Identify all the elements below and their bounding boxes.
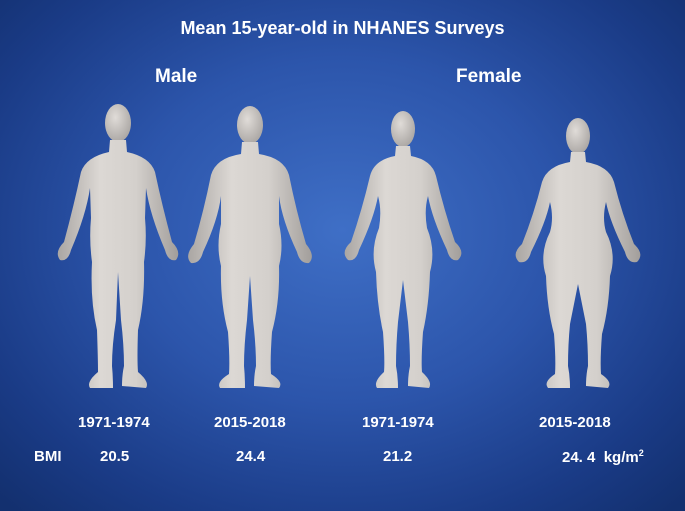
bmi-value: 21.2 (383, 448, 413, 465)
bmi-unit: kg/m (603, 449, 639, 466)
male-group-label: Male (155, 66, 198, 87)
male-2015-figure (188, 106, 312, 388)
female-1971-figure (344, 111, 462, 388)
period-label: 2015-2018 (539, 414, 611, 431)
period-label: 1971-1974 (362, 414, 434, 431)
bmi-value: 24. 4 (562, 449, 596, 466)
page-title: Mean 15-year-old in NHANES Surveys (180, 18, 505, 38)
bmi-unit-exponent: 2 (638, 448, 644, 458)
bmi-label: BMI (34, 448, 62, 465)
female-2015-figure (515, 118, 641, 388)
period-label: 1971-1974 (78, 414, 150, 431)
female-group-label: Female (456, 66, 522, 87)
male-1971-figure (57, 104, 179, 388)
period-label: 2015-2018 (214, 414, 286, 431)
bmi-value: 24.4 (236, 448, 266, 465)
bmi-value: 20.5 (100, 448, 130, 465)
bmi-value-with-unit: 24. 4 kg/m2 (562, 448, 644, 466)
